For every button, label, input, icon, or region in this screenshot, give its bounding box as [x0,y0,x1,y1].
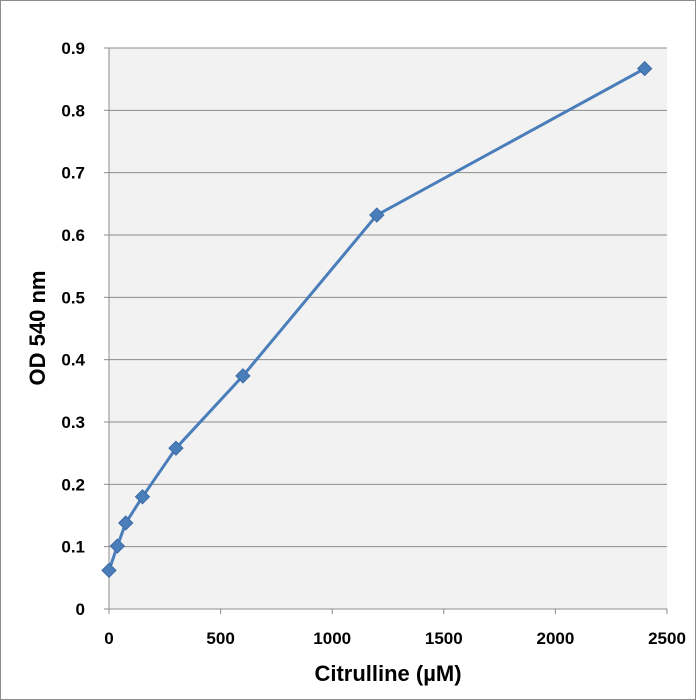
data-point-marker [369,207,385,223]
x-tick-label: 0 [104,629,113,648]
plot-area [109,48,667,609]
data-point-marker [118,515,134,531]
data-point-marker [636,60,653,77]
y-axis-title: OD 540 nm [25,271,50,386]
data-point-marker [134,489,151,505]
data-series [101,60,653,579]
data-point-marker [101,562,117,579]
x-tick-label: 500 [206,629,234,648]
y-tick-label: 0.2 [61,475,85,494]
y-tick-label: 0.5 [61,288,85,307]
y-tick-label: 0.3 [61,413,85,432]
x-tick-labels: 0 500 1000 1500 2000 2500 [104,629,686,648]
y-tick-label: 0.6 [61,226,85,245]
data-point-marker [109,538,126,554]
y-tick-label: 0.7 [61,164,85,183]
axes [104,47,668,614]
data-point-marker [235,368,251,384]
y-tick-label: 0.1 [61,538,85,557]
x-tick-label: 2000 [536,629,574,648]
x-tick-label: 1000 [313,629,351,648]
y-tick-label: 0 [76,600,85,619]
data-point-marker [168,440,184,456]
y-tick-label: 0.8 [61,101,85,120]
y-tick-label: 0.4 [61,351,85,370]
y-tick-label: 0.9 [61,39,85,58]
x-tick-label: 1500 [425,629,463,648]
x-tick-label: 2500 [648,629,686,648]
x-axis-title: Citrulline (µM) [314,661,461,686]
y-tick-labels: 0 0.1 0.2 0.3 0.4 0.5 0.6 0.7 0.8 0.9 [61,39,85,619]
